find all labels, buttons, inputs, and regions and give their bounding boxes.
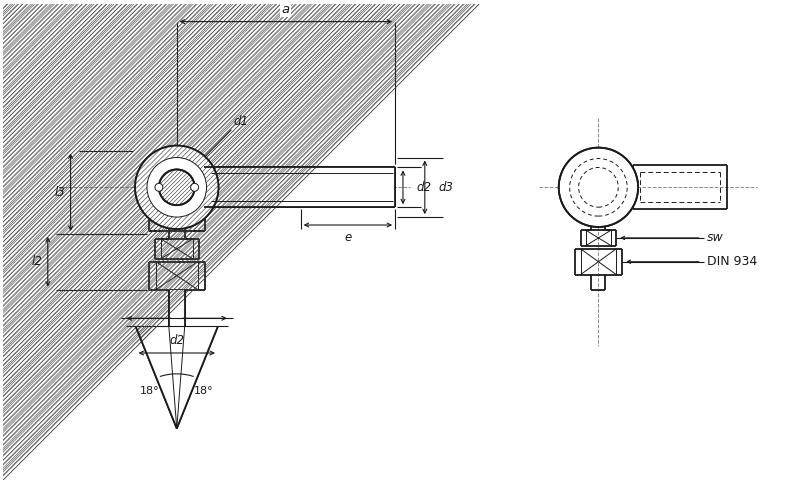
Text: sw: sw — [706, 231, 723, 244]
Text: d3: d3 — [438, 181, 454, 194]
Polygon shape — [136, 326, 218, 429]
Circle shape — [558, 148, 638, 227]
Text: DIN 934: DIN 934 — [706, 255, 757, 268]
Text: 18°: 18° — [140, 386, 160, 396]
Bar — [203, 168, 395, 207]
Circle shape — [135, 145, 218, 229]
Text: a: a — [282, 3, 290, 16]
Wedge shape — [135, 145, 218, 229]
Text: e: e — [344, 231, 351, 244]
Bar — [169, 289, 185, 326]
Text: 18°: 18° — [194, 386, 214, 396]
Text: d2: d2 — [417, 181, 432, 194]
Text: l3: l3 — [55, 186, 66, 199]
Text: l2: l2 — [32, 255, 43, 268]
Circle shape — [159, 169, 194, 205]
Circle shape — [155, 183, 163, 191]
Circle shape — [190, 183, 198, 191]
Text: d2: d2 — [170, 334, 184, 347]
Text: d1: d1 — [234, 115, 248, 128]
